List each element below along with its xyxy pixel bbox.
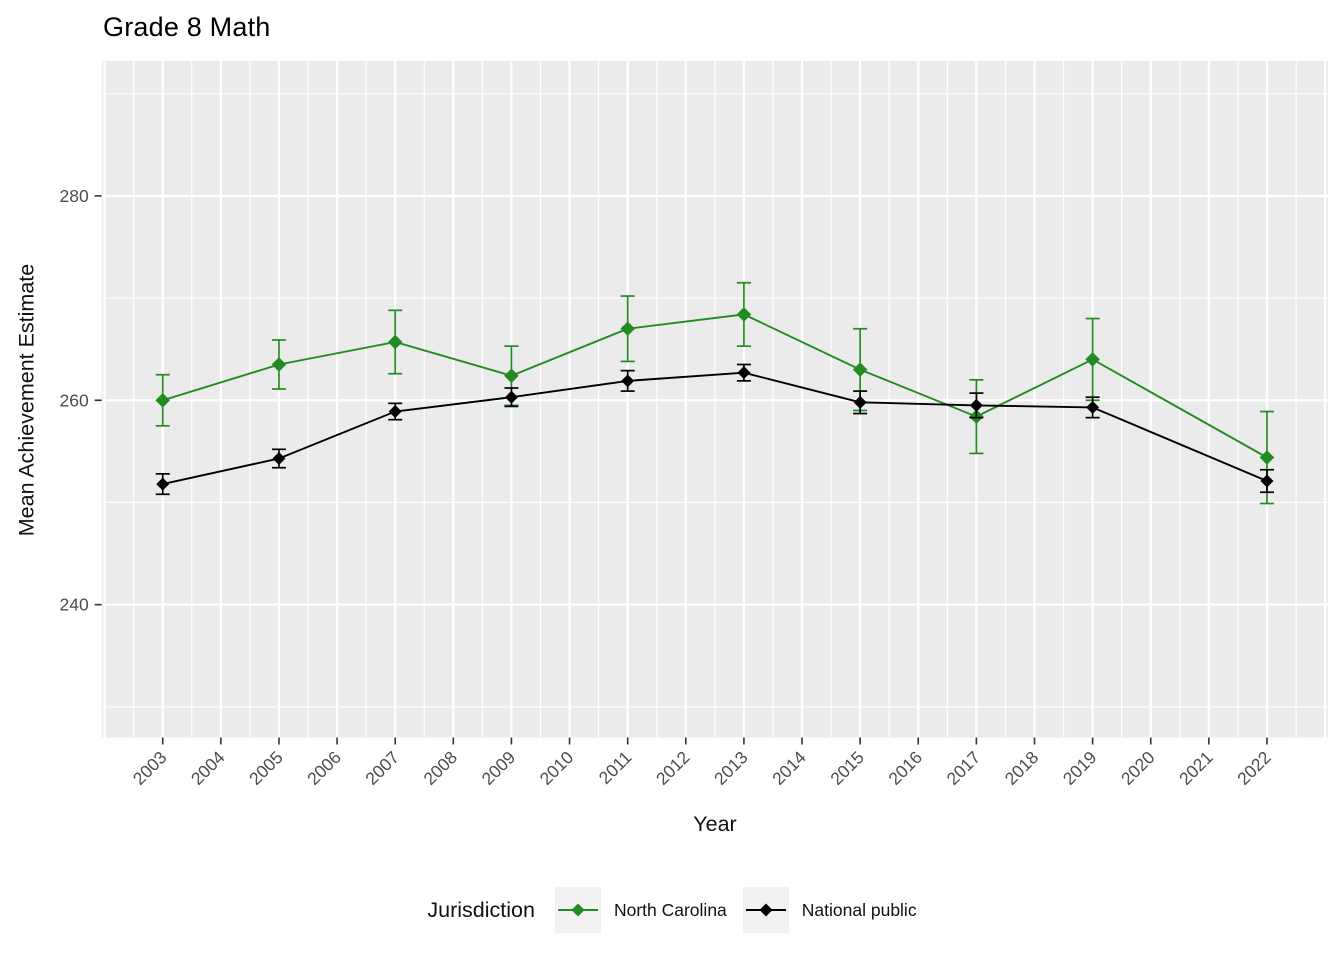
y-tick-label: 280: [59, 186, 88, 206]
plot-area: 240 260 280 2003 2004 2005 2006 2007 2008 2009 201…: [59, 61, 1329, 789]
legend-item-national-public: National public: [742, 887, 917, 933]
x-axis-title: Year: [693, 812, 737, 836]
x-tick-label: 2019: [1059, 747, 1101, 789]
x-tick-label: 2015: [826, 747, 868, 789]
x-tick-label: 2022: [1233, 747, 1275, 789]
data-point-north-carolina: [387, 334, 403, 350]
x-tick-label: 2011: [595, 747, 636, 788]
legend-key-glyph: [745, 903, 786, 917]
x-tick-label: 2004: [187, 747, 229, 789]
legend-key-north-carolina-icon: [554, 887, 601, 933]
data-point-national-public: [1086, 400, 1100, 414]
data-point-north-carolina: [271, 357, 287, 372]
plot-title: Grade 8 Math: [103, 12, 271, 42]
y-axis-title: Mean Achievement Estimate: [14, 263, 39, 537]
data-point-national-public: [737, 366, 751, 380]
series-national-public: [155, 363, 1274, 496]
legend-key-marker: [759, 903, 773, 917]
legend-key-national-public-icon: [742, 887, 789, 933]
data-point-national-public: [156, 477, 170, 491]
data-point-north-carolina: [155, 392, 171, 408]
x-tick-label: 2007: [361, 747, 403, 789]
legend-label-national-public: National public: [801, 899, 917, 920]
data-point-north-carolina: [1259, 450, 1275, 465]
series-north-carolina: [155, 281, 1275, 505]
x-tick-label: 2014: [768, 747, 810, 789]
x-tick-label: 2021: [1175, 747, 1217, 789]
x-tick-label: 2009: [478, 747, 520, 789]
data-point-north-carolina: [1085, 352, 1100, 367]
data-point-north-carolina: [852, 362, 868, 377]
legend-item-north-carolina: North Carolina: [554, 887, 727, 933]
x-tick-label: 2017: [943, 747, 985, 789]
x-tick-label: 2020: [1117, 747, 1159, 789]
data-point-national-public: [504, 390, 518, 404]
data-point-national-public: [388, 405, 402, 419]
legend: Jurisdiction North Carolina National pub…: [0, 884, 1344, 936]
x-tick-label: 2003: [129, 747, 171, 789]
series-line-national-public: [162, 371, 1268, 486]
x-tick-label: 2018: [1001, 747, 1043, 789]
data-point-national-public: [969, 398, 983, 412]
legend-label-north-carolina: North Carolina: [613, 899, 727, 920]
x-tick-label: 2008: [419, 747, 461, 789]
legend-key-marker: [571, 903, 585, 917]
legend-title: Jurisdiction: [427, 897, 535, 922]
series-line-north-carolina: [162, 313, 1268, 459]
x-tick-label: 2010: [536, 747, 578, 789]
x-tick-label: 2012: [652, 747, 694, 789]
x-tick-label: 2016: [884, 747, 926, 789]
data-point-north-carolina: [504, 368, 519, 384]
y-tick-label: 240: [59, 595, 88, 615]
x-tick-label: 2006: [303, 747, 345, 789]
data-point-national-public: [1260, 474, 1274, 488]
data-point-national-public: [853, 395, 867, 409]
x-tick-label: 2013: [710, 747, 752, 789]
x-tick-label: 2005: [245, 747, 287, 789]
data-point-national-public: [272, 452, 286, 466]
legend-key-glyph: [557, 903, 598, 917]
data-point-north-carolina: [620, 321, 635, 337]
y-tick-label: 260: [59, 390, 88, 410]
data-point-national-public: [621, 374, 635, 388]
data-point-north-carolina: [736, 307, 752, 322]
